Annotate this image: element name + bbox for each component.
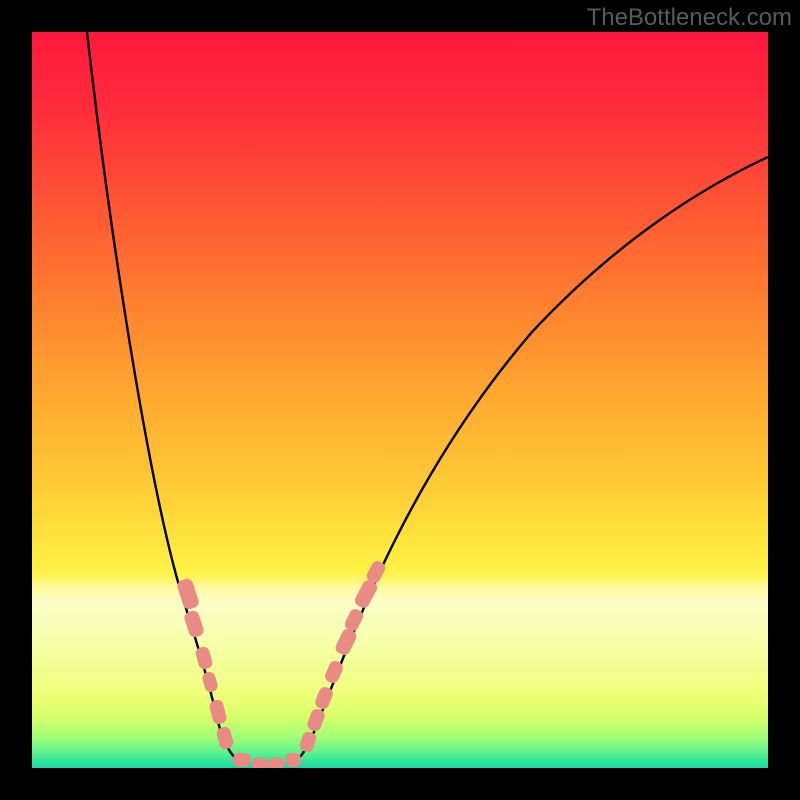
marker bbox=[233, 753, 251, 767]
marker bbox=[268, 758, 284, 769]
curve-right-branch bbox=[290, 157, 768, 765]
marker bbox=[298, 730, 317, 753]
marker bbox=[216, 726, 235, 751]
marker bbox=[285, 753, 301, 767]
marker bbox=[183, 609, 205, 638]
marker bbox=[194, 645, 214, 670]
marker bbox=[176, 577, 200, 610]
marker bbox=[252, 758, 268, 769]
watermark-text: TheBottleneck.com bbox=[587, 4, 792, 32]
chart-root: TheBottleneck.com bbox=[0, 0, 800, 800]
marker bbox=[201, 671, 219, 694]
curve-left-branch bbox=[87, 32, 246, 765]
marker-group bbox=[176, 559, 388, 768]
plot-area bbox=[32, 32, 768, 768]
marker bbox=[208, 699, 227, 726]
curve-overlay bbox=[32, 32, 768, 768]
